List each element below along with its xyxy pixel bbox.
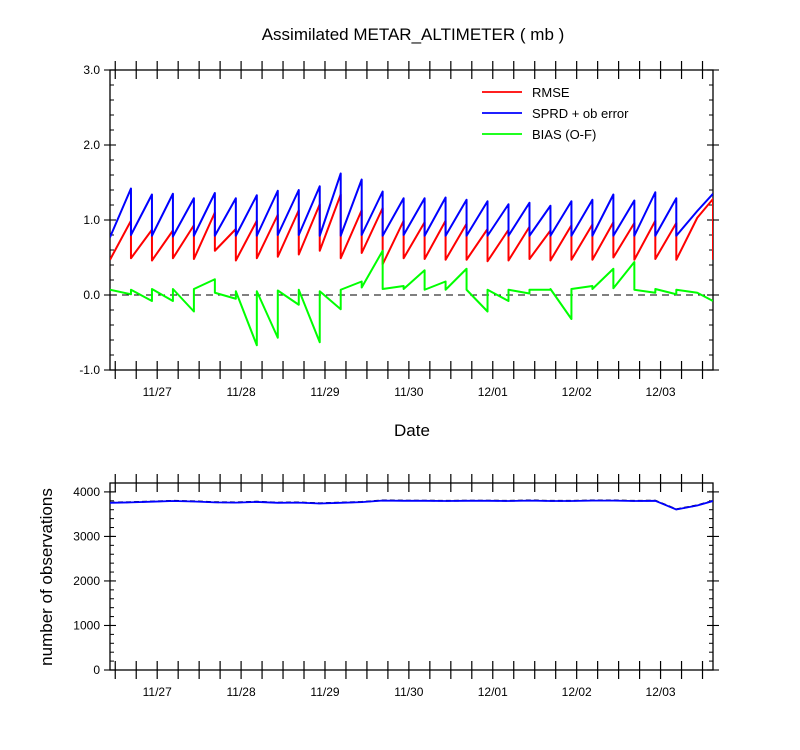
x-tick-label: 12/03: [646, 385, 676, 399]
legend-label-rmse: RMSE: [532, 85, 570, 100]
x-tick-label: 11/27: [143, 685, 172, 699]
y-tick-label: 2000: [73, 574, 100, 588]
y-tick-label: 3.0: [83, 63, 100, 77]
legend-label-bias-o-f: BIAS (O-F): [532, 127, 596, 142]
legend-label-sprd-ob-error: SPRD + ob error: [532, 106, 629, 121]
plot-frame: [109, 482, 714, 671]
x-tick-label: 12/01: [478, 685, 508, 699]
y-tick-label: 1.0: [83, 213, 100, 227]
x-tick-label: 11/28: [227, 685, 256, 699]
y-axis-label-bottom: number of observations: [37, 488, 56, 666]
series-line-bias-o-f: [110, 249, 713, 347]
x-tick-label: 11/29: [310, 685, 339, 699]
x-tick-label: 12/03: [646, 685, 676, 699]
x-tick-label: 12/02: [562, 685, 592, 699]
x-tick-label: 11/30: [394, 385, 423, 399]
bottom-panel: 0 1000 2000 3000 4000 11/27 11/28 11/29 11/30 12/…: [73, 474, 719, 699]
chart-title: Assimilated METAR_ALTIMETER ( mb ): [262, 25, 565, 44]
series-line-obs-used: [110, 499, 713, 511]
x-tick-label: 11/30: [394, 685, 423, 699]
x-tick-label: 11/28: [227, 385, 256, 399]
y-tick-label: 4000: [73, 485, 100, 499]
x-axis-label: Date: [394, 421, 430, 440]
y-tick-label: 0: [93, 663, 100, 677]
series-line-rmse: [110, 193, 713, 266]
series-line-sprd-ob-error: [110, 172, 713, 238]
y-tick-label: 1000: [73, 618, 100, 632]
y-tick-label: 2.0: [83, 138, 100, 152]
y-tick-label: -1.0: [79, 363, 100, 377]
y-tick-label: 3000: [73, 529, 100, 543]
x-tick-label: 12/01: [478, 385, 508, 399]
x-tick-label: 11/27: [143, 385, 172, 399]
x-tick-label: 12/02: [562, 385, 592, 399]
x-tick-label: 11/29: [310, 385, 339, 399]
y-tick-label: 0.0: [83, 288, 100, 302]
top-panel: -1.0 0.0 1.0 2.0 3.0 11/27 11/28 11/29 11/30 12/0…: [79, 61, 719, 399]
